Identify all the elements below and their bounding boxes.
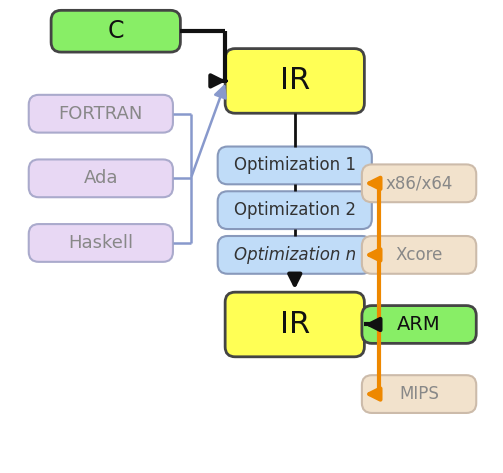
Text: ARM: ARM — [397, 315, 441, 334]
FancyBboxPatch shape — [29, 224, 173, 262]
FancyBboxPatch shape — [225, 49, 364, 113]
Text: IR: IR — [280, 310, 310, 339]
FancyBboxPatch shape — [29, 159, 173, 197]
Text: x86/x64: x86/x64 — [385, 175, 453, 193]
FancyBboxPatch shape — [218, 191, 372, 229]
Text: Optimization n: Optimization n — [234, 246, 356, 264]
Text: Xcore: Xcore — [395, 246, 443, 264]
Text: Haskell: Haskell — [68, 234, 133, 252]
Text: MIPS: MIPS — [399, 385, 439, 403]
FancyBboxPatch shape — [29, 95, 173, 132]
FancyBboxPatch shape — [225, 292, 364, 357]
FancyBboxPatch shape — [362, 165, 476, 202]
Text: FORTRAN: FORTRAN — [59, 105, 143, 123]
FancyBboxPatch shape — [218, 147, 372, 184]
Text: C: C — [108, 19, 124, 43]
FancyBboxPatch shape — [362, 236, 476, 274]
Text: Ada: Ada — [83, 169, 118, 187]
FancyBboxPatch shape — [362, 375, 476, 413]
Text: IR: IR — [280, 66, 310, 96]
FancyBboxPatch shape — [362, 306, 476, 343]
FancyBboxPatch shape — [51, 10, 181, 52]
Text: Optimization 1: Optimization 1 — [234, 157, 356, 175]
Text: Optimization 2: Optimization 2 — [234, 201, 356, 219]
FancyBboxPatch shape — [218, 236, 372, 274]
